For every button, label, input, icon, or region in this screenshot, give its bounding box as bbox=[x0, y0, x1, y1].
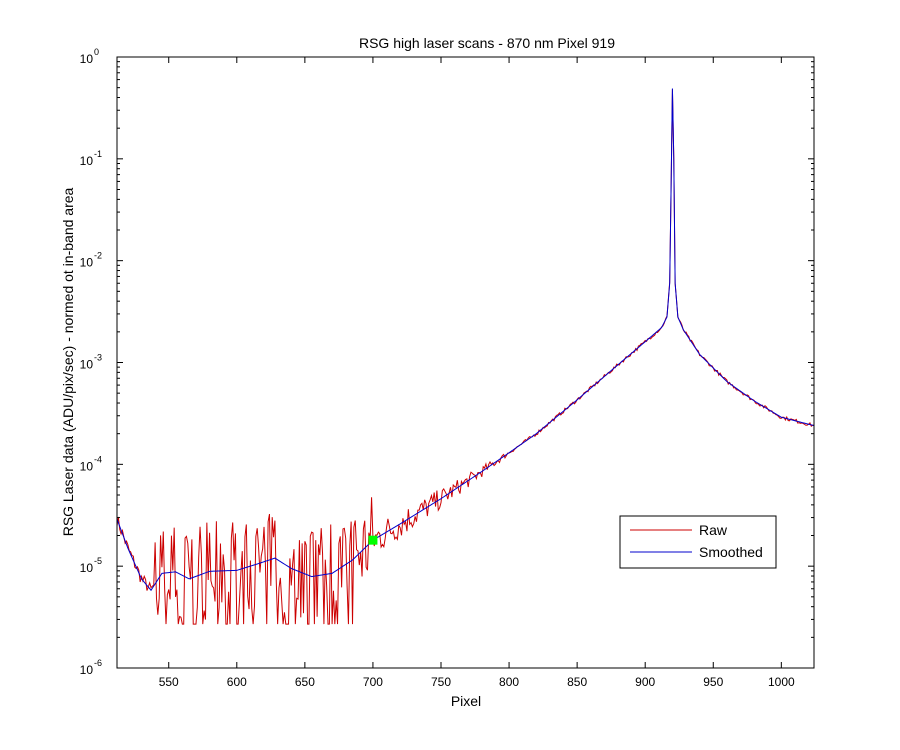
chart-title: RSG high laser scans - 870 nm Pixel 919 bbox=[359, 35, 615, 51]
y-tick-label-exp: 0 bbox=[94, 47, 99, 57]
legend-label-smoothed: Smoothed bbox=[699, 544, 763, 560]
x-tick-label: 850 bbox=[567, 675, 587, 689]
series-line-smoothed bbox=[116, 88, 815, 592]
x-tick-label: 700 bbox=[363, 675, 383, 689]
y-tick-label-exp: -4 bbox=[94, 454, 102, 464]
y-tick-label-base: 10 bbox=[80, 154, 94, 168]
x-axis-title: Pixel bbox=[451, 693, 481, 709]
y-axis-title: RSG Laser data (ADU/pix/sec) - normed ot… bbox=[60, 187, 76, 536]
y-tick-label-base: 10 bbox=[80, 52, 94, 66]
series-line-raw bbox=[116, 89, 815, 625]
y-tick-label-base: 10 bbox=[80, 358, 94, 372]
legend-label-raw: Raw bbox=[699, 522, 728, 538]
y-tick-label-exp: -5 bbox=[94, 556, 102, 566]
y-tick-label-base: 10 bbox=[80, 663, 94, 677]
highlight-marker bbox=[368, 535, 378, 545]
y-tick-label-exp: -3 bbox=[94, 353, 102, 363]
x-tick-label: 1000 bbox=[768, 675, 795, 689]
series-layer bbox=[116, 88, 815, 625]
y-tick-label-base: 10 bbox=[80, 256, 94, 270]
x-tick-label: 600 bbox=[227, 675, 247, 689]
y-tick-label-base: 10 bbox=[80, 459, 94, 473]
y-tick-label-exp: -2 bbox=[94, 251, 102, 261]
x-tick-label: 650 bbox=[295, 675, 315, 689]
x-tick-label: 900 bbox=[635, 675, 655, 689]
legend-box bbox=[619, 515, 777, 569]
y-tick-label-base: 10 bbox=[80, 561, 94, 575]
x-tick-label: 550 bbox=[159, 675, 179, 689]
legend: Raw Smoothed bbox=[619, 515, 777, 569]
x-tick-label: 800 bbox=[499, 675, 519, 689]
marker-layer bbox=[368, 535, 378, 545]
y-tick-label-exp: -1 bbox=[94, 149, 102, 159]
x-ticks: 550 600 650 700 750 800 850 900 950 1000 bbox=[159, 57, 795, 689]
x-tick-label: 950 bbox=[703, 675, 723, 689]
y-tick-label-exp: -6 bbox=[94, 658, 102, 668]
x-tick-label: 750 bbox=[431, 675, 451, 689]
